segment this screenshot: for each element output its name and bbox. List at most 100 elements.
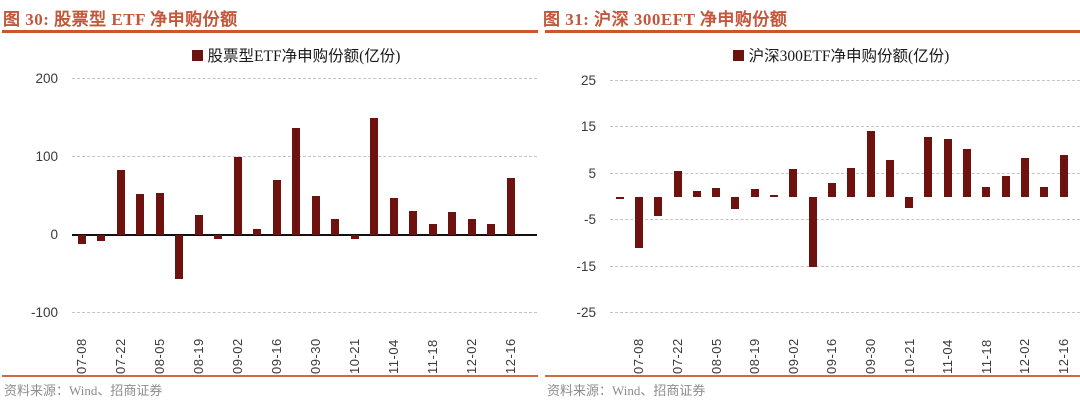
y-tick-label: -5 bbox=[583, 212, 596, 228]
x-tick-label-07-22: 07-22 bbox=[670, 338, 686, 374]
bar-11-11 bbox=[963, 149, 972, 197]
figure-30-plot-area: 200 100 0 -100 07-08 07-22 08-05 08-19 09-02 09-1… bbox=[30, 71, 537, 374]
bar-07-22 bbox=[673, 171, 682, 197]
x-tick-label-12-16: 12-16 bbox=[503, 338, 519, 374]
bar-07-01 bbox=[615, 197, 624, 200]
y-tick-label: -100 bbox=[30, 305, 58, 320]
figure-30-source-rule bbox=[2, 375, 538, 377]
bar-12-16 bbox=[506, 178, 515, 235]
figure-30-source-note: 资料来源：Wind、招商证券 bbox=[4, 383, 163, 398]
figure-31-title-rule bbox=[545, 30, 1080, 33]
bar-09-23 bbox=[292, 128, 301, 235]
figure-30-panel: 图 30: 股票型 ETF 净申购份额 股票型ETF净申购份额(亿份) 200 1… bbox=[2, 10, 538, 398]
bar-09-02 bbox=[233, 157, 242, 235]
gridline bbox=[72, 78, 537, 79]
bar-08-05 bbox=[712, 187, 721, 197]
bar-11-25 bbox=[448, 212, 457, 235]
bar-07-08 bbox=[634, 197, 643, 249]
y-tick-label: 5 bbox=[588, 165, 596, 181]
bar-11-04 bbox=[943, 139, 952, 197]
bar-08-05 bbox=[155, 192, 164, 235]
x-tick-label-07-08: 07-08 bbox=[74, 338, 90, 374]
bar-07-29 bbox=[136, 193, 145, 235]
bar-07-08 bbox=[77, 235, 86, 244]
x-tick-label-09-16: 09-16 bbox=[824, 338, 840, 374]
y-tick-label: -25 bbox=[576, 305, 596, 320]
bar-12-02 bbox=[467, 218, 476, 235]
bar-10-21 bbox=[350, 235, 359, 239]
x-tick-label-10-21: 10-21 bbox=[901, 338, 917, 374]
gridline bbox=[72, 312, 537, 313]
bar-12-09 bbox=[1040, 186, 1049, 197]
bar-09-02 bbox=[789, 169, 798, 197]
x-tick-label-11-04: 11-04 bbox=[940, 339, 956, 374]
bar-09-09 bbox=[253, 228, 262, 235]
zero-axis-line bbox=[72, 234, 537, 236]
figure-31-plot-area: 25 15 5 -5 -15 -25 07-08 07-22 08-05 08-19 09-02 09… bbox=[540, 0, 1080, 400]
bar-08-12 bbox=[731, 197, 740, 209]
bar-09-30 bbox=[311, 196, 320, 235]
x-tick-label-09-16: 09-16 bbox=[269, 338, 285, 374]
x-tick-label-07-22: 07-22 bbox=[113, 338, 129, 374]
bar-11-18 bbox=[428, 224, 437, 235]
x-tick-label-07-08: 07-08 bbox=[631, 338, 647, 374]
bar-08-12 bbox=[175, 235, 184, 280]
bar-12-16 bbox=[1059, 155, 1068, 197]
bar-12-09 bbox=[487, 224, 496, 235]
bar-11-25 bbox=[1001, 175, 1010, 197]
bar-09-16 bbox=[827, 183, 836, 197]
bar-10-14 bbox=[885, 160, 894, 197]
bar-10-28 bbox=[370, 118, 379, 235]
gridline bbox=[610, 312, 1080, 313]
figure-31-title: 图 31: 沪深 300EFT 净申购份额 bbox=[543, 10, 788, 29]
y-tick-label: 0 bbox=[50, 227, 58, 242]
figure-30-title-rule bbox=[2, 30, 538, 33]
y-tick-label: 25 bbox=[580, 73, 596, 88]
bar-10-21 bbox=[905, 197, 914, 208]
gridline bbox=[610, 80, 1080, 81]
bar-12-02 bbox=[1020, 158, 1029, 197]
bar-07-22 bbox=[116, 170, 125, 235]
y-tick-label: 200 bbox=[35, 71, 58, 86]
x-tick-label-11-04: 11-04 bbox=[386, 339, 402, 374]
bar-08-26 bbox=[770, 194, 779, 197]
x-tick-label-10-21: 10-21 bbox=[347, 338, 363, 374]
x-tick-label-12-02: 12-02 bbox=[464, 338, 480, 374]
bar-08-26 bbox=[214, 235, 223, 239]
bar-09-30 bbox=[866, 131, 875, 197]
x-tick-label-11-18: 11-18 bbox=[978, 339, 994, 374]
figure-30-title: 图 30: 股票型 ETF 净申购份额 bbox=[3, 10, 238, 29]
x-tick-label-09-02: 09-02 bbox=[230, 338, 246, 374]
figure-31-panel: 图 31: 沪深 300EFT 净申购份额 沪深300ETF净申购份额(亿份) … bbox=[540, 0, 1080, 400]
x-tick-label-09-30: 09-30 bbox=[308, 338, 324, 374]
figure-31-source-note: 资料来源：Wind、招商证券 bbox=[547, 383, 706, 398]
bar-08-19 bbox=[194, 214, 203, 235]
bar-10-28 bbox=[924, 137, 933, 197]
x-tick-label-11-18: 11-18 bbox=[425, 339, 441, 374]
x-tick-label-08-05: 08-05 bbox=[708, 338, 724, 374]
bar-09-16 bbox=[272, 180, 281, 235]
gridline bbox=[610, 126, 1080, 128]
x-tick-label-08-19: 08-19 bbox=[747, 338, 763, 374]
x-tick-label-12-16: 12-16 bbox=[1056, 338, 1072, 374]
x-tick-label-08-19: 08-19 bbox=[191, 338, 207, 374]
bar-10-14 bbox=[331, 218, 340, 235]
bar-08-19 bbox=[750, 189, 759, 197]
y-tick-label: -15 bbox=[576, 258, 596, 274]
bar-11-04 bbox=[389, 197, 398, 235]
x-tick-label-09-02: 09-02 bbox=[785, 338, 801, 374]
x-tick-label-08-05: 08-05 bbox=[152, 338, 168, 374]
figure-31-source-rule bbox=[545, 375, 1080, 377]
bar-09-09 bbox=[808, 197, 817, 267]
bar-07-15 bbox=[654, 197, 663, 216]
bar-11-18 bbox=[982, 186, 991, 197]
bar-11-11 bbox=[409, 210, 418, 235]
x-tick-label-12-02: 12-02 bbox=[1017, 338, 1033, 374]
y-tick-label: 15 bbox=[580, 119, 596, 135]
gridline bbox=[72, 156, 537, 157]
bar-07-15 bbox=[97, 235, 106, 242]
gridline bbox=[610, 265, 1080, 267]
x-tick-label-09-30: 09-30 bbox=[863, 338, 879, 374]
gridline bbox=[610, 219, 1080, 221]
